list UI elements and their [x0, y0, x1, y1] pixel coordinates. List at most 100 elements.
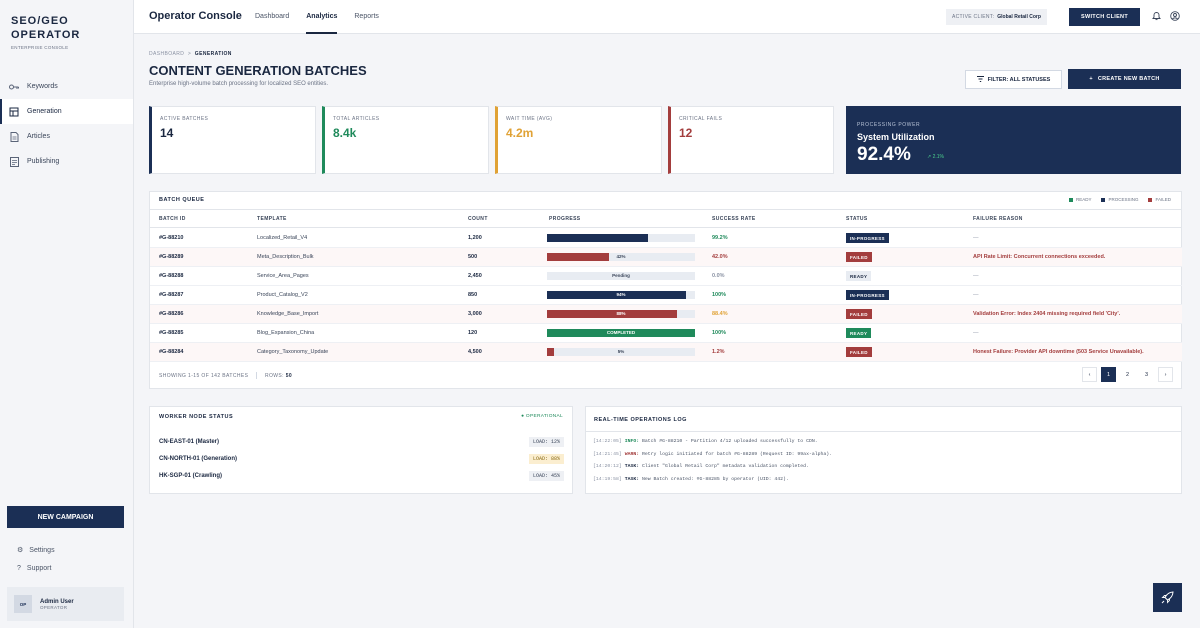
brand-line-2: OPERATOR [11, 29, 81, 41]
log-entry: [14:21:45] WARN: Retry logic initiated f… [593, 452, 832, 457]
page-subtitle: Enterprise high-volume batch processing … [149, 81, 329, 87]
bell-icon[interactable] [1152, 11, 1161, 24]
column-header-batch-id[interactable]: BATCH ID [159, 216, 186, 222]
tab-reports[interactable]: Reports [354, 13, 379, 20]
sidebar-item-label: Keywords [27, 83, 58, 90]
success-rate: 100% [712, 292, 727, 298]
batch-id[interactable]: #G-88289 [159, 254, 184, 260]
kpi-critical-fails: CRITICAL FAILS 12 [668, 106, 834, 174]
power-label: PROCESSING POWER [857, 122, 921, 128]
divider [586, 431, 1181, 432]
failure-reason: — [973, 292, 979, 298]
sidebar-item-generation[interactable]: Generation [0, 99, 133, 124]
power-delta: ↗ 2.1% [927, 154, 944, 160]
column-header-status[interactable]: STATUS [846, 216, 868, 222]
operational-status: ● OPERATIONAL [521, 414, 563, 419]
column-header-count[interactable]: COUNT [468, 216, 488, 222]
batch-id[interactable]: #G-88287 [159, 292, 184, 298]
pagination-next-button[interactable]: › [1158, 367, 1173, 382]
progress-label: 42% [616, 254, 626, 259]
progress-bar: 42% [547, 253, 695, 261]
progress-bar: COMPLETED [547, 329, 695, 337]
pagination-page-1[interactable]: 1 [1101, 367, 1116, 382]
create-batch-button[interactable]: + CREATE NEW BATCH [1068, 69, 1181, 89]
node-name: HK-SGP-01 (Crawling) [159, 472, 223, 479]
log-message: New Batch created: #G-88285 by operator … [641, 476, 789, 482]
article-count: 120 [468, 330, 478, 336]
launch-rocket-button[interactable] [1153, 583, 1182, 612]
worker-node-title: WORKER NODE STATUS [159, 414, 234, 420]
log-tag: TASK: [624, 476, 640, 482]
column-header-template[interactable]: TEMPLATE [257, 216, 287, 222]
batch-id[interactable]: #G-88210 [159, 235, 184, 241]
pagination-page-3[interactable]: 3 [1144, 371, 1149, 378]
processing-power-card: PROCESSING POWER System Utilization 92.4… [846, 106, 1181, 174]
power-title: System Utilization [857, 132, 935, 142]
kpi-total-articles: TOTAL ARTICLES 8.4k [322, 106, 489, 174]
table-row[interactable]: #G-88210 Localized_Retail_V4 1,200 99.2% IN-… [150, 229, 1182, 248]
table-row[interactable]: #G-88284 Category_Taxonomy_Update 4,500 5% 1… [150, 343, 1182, 362]
document-icon [9, 131, 19, 142]
pagination-page-2[interactable]: 2 [1125, 371, 1130, 378]
tab-analytics[interactable]: Analytics [306, 0, 338, 34]
sidebar-item-articles[interactable]: Articles [0, 124, 133, 149]
node-row: CN-EAST-01 (Master) LOAD: 12% [159, 433, 564, 450]
kpi-label: CRITICAL FAILS [679, 116, 723, 122]
kpi-label: ACTIVE BATCHES [160, 116, 209, 122]
success-rate: 88.4% [712, 311, 728, 317]
table-row[interactable]: #G-88288 Service_Area_Pages 2,450 Pending 0.… [150, 267, 1182, 286]
status-dot-icon: ● [521, 414, 525, 419]
batch-id[interactable]: #G-88285 [159, 330, 184, 336]
batch-id[interactable]: #G-88288 [159, 273, 184, 279]
legend-ready: READY [1068, 197, 1091, 202]
table-row[interactable]: #G-88286 Knowledge_Base_Import 3,000 88% 88.… [150, 305, 1182, 324]
rocket-icon [1161, 591, 1174, 604]
template-name: Meta_Description_Bulk [257, 254, 314, 260]
status-badge: READY [846, 328, 872, 338]
progress-bar: 5% [547, 348, 695, 356]
log-timestamp: [14:21:45] [593, 451, 622, 457]
table-row[interactable]: #G-88287 Product_Catalog_V2 850 94% 100% IN-P… [150, 286, 1182, 305]
failure-reason: — [973, 330, 979, 336]
legend-label: PROCESSING [1108, 197, 1139, 202]
success-rate: 1.2% [712, 349, 725, 355]
user-profile[interactable]: OP Admin User OPERATOR [7, 587, 124, 621]
settings-label: Settings [29, 546, 55, 554]
rows-label: ROWS: [264, 372, 284, 379]
batch-id[interactable]: #G-88284 [159, 349, 184, 355]
legend-failed: FAILED [1148, 197, 1171, 202]
success-rate: 99.2% [712, 235, 728, 241]
column-header-failure-reason[interactable]: FAILURE REASON [973, 216, 1023, 222]
column-header-progress[interactable]: PROGRESS [549, 216, 581, 222]
breadcrumb-root[interactable]: DASHBOARD [149, 51, 185, 57]
kpi-wait-time: WAIT TIME (AVG) 4.2m [495, 106, 662, 174]
switch-client-button[interactable]: SWITCH CLIENT [1069, 8, 1140, 26]
table-row[interactable]: #G-88289 Meta_Description_Bulk 500 42% 42.0%… [150, 248, 1182, 267]
settings-link[interactable]: ⚙ Settings [17, 546, 55, 555]
operations-log-card: REAL-TIME OPERATIONS LOG [14:22:05] INFO… [585, 406, 1182, 494]
active-client-label: ACTIVE CLIENT: [952, 14, 995, 20]
log-entry: [14:20:12] TASK: Client "Global Retail C… [593, 464, 809, 469]
batch-id[interactable]: #G-88286 [159, 311, 184, 317]
sidebar-item-keywords[interactable]: Keywords [0, 74, 133, 99]
operational-label: OPERATIONAL [525, 414, 563, 419]
rows-per-page-select[interactable]: 50 [285, 372, 293, 379]
progress-label: Pending [612, 273, 630, 278]
template-name: Blog_Expansion_China [257, 330, 315, 336]
log-entry: [14:19:58] TASK: New Batch created: #G-8… [593, 477, 789, 482]
table-row[interactable]: #G-88285 Blog_Expansion_China 120 COMPLETED… [150, 324, 1182, 343]
column-header-success-rate[interactable]: SUCCESS RATE [712, 216, 756, 222]
user-circle-icon[interactable] [1170, 11, 1180, 24]
support-link[interactable]: ? Support [17, 565, 51, 572]
new-campaign-button[interactable]: NEW CAMPAIGN [7, 506, 124, 528]
sidebar-item-publishing[interactable]: Publishing [0, 149, 133, 174]
status-badge: FAILED [846, 252, 872, 262]
tab-dashboard[interactable]: Dashboard [255, 13, 290, 20]
log-message: Client "Global Retail Corp" metadata val… [641, 464, 809, 469]
filter-label: FILTER: ALL STATUSES [987, 76, 1051, 83]
log-entry: [14:22:05] INFO: Batch #G-88210 - Partit… [593, 439, 818, 444]
pagination-prev-button[interactable]: ‹ [1082, 367, 1097, 382]
brand-subtitle: ENTERPRISE CONSOLE [11, 45, 69, 50]
template-name: Localized_Retail_V4 [257, 235, 308, 241]
filter-status-button[interactable]: FILTER: ALL STATUSES [965, 70, 1062, 89]
